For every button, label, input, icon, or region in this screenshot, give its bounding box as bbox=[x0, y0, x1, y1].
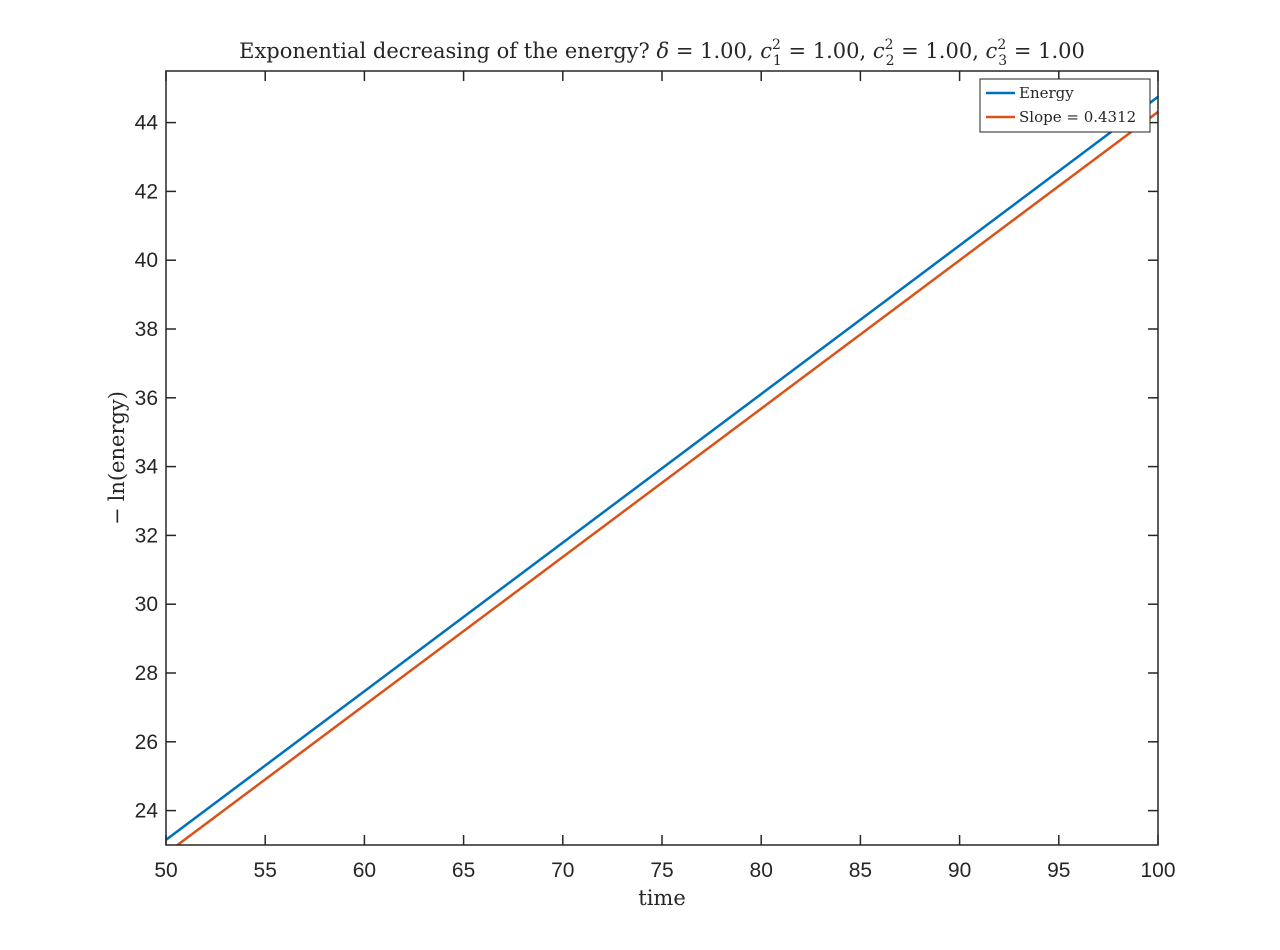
series-layer bbox=[166, 95, 1158, 845]
legend-label-slope: Slope = 0.4312 bbox=[1019, 108, 1136, 126]
chart-title: Exponential decreasing of the energy? δ … bbox=[239, 37, 1085, 69]
x-tick-label: 55 bbox=[254, 859, 277, 882]
legend: Energy Slope = 0.4312 bbox=[979, 78, 1151, 133]
y-tick-label: 28 bbox=[135, 662, 158, 685]
x-tick-label: 95 bbox=[1047, 859, 1070, 882]
x-tick-label: 75 bbox=[650, 859, 673, 882]
legend-box bbox=[979, 78, 1151, 133]
y-axis-label-minus: − bbox=[105, 507, 129, 525]
y-tick-label: 26 bbox=[135, 731, 158, 754]
y-tick-label: 24 bbox=[135, 800, 159, 823]
x-axis-ticks: 50 55 60 65 70 75 80 85 90 95 100 bbox=[154, 71, 1176, 882]
y-axis-label: −ln(energy) bbox=[105, 391, 129, 525]
x-tick-label: 60 bbox=[353, 859, 376, 882]
y-tick-label: 34 bbox=[135, 456, 159, 479]
y-tick-label: 40 bbox=[135, 249, 158, 272]
y-tick-label: 30 bbox=[135, 593, 158, 616]
y-tick-label: 42 bbox=[135, 180, 158, 203]
x-tick-label: 80 bbox=[750, 859, 773, 882]
x-tick-label: 90 bbox=[948, 859, 971, 882]
x-tick-label: 100 bbox=[1140, 859, 1175, 882]
x-axis-label: time bbox=[638, 886, 686, 910]
y-tick-label: 36 bbox=[135, 387, 158, 410]
y-tick-label: 38 bbox=[135, 318, 158, 341]
x-tick-label: 70 bbox=[551, 859, 574, 882]
legend-label-energy: Energy bbox=[1019, 84, 1074, 102]
series-line-energy bbox=[166, 95, 1158, 841]
y-axis-ticks: 24 26 28 30 32 34 36 38 40 42 44 bbox=[135, 112, 1158, 823]
y-tick-label: 32 bbox=[135, 524, 158, 547]
y-tick-label: 44 bbox=[135, 112, 159, 135]
x-tick-label: 50 bbox=[154, 859, 177, 882]
series-line-slope bbox=[175, 110, 1158, 845]
x-tick-label: 85 bbox=[849, 859, 872, 882]
x-tick-label: 65 bbox=[452, 859, 475, 882]
